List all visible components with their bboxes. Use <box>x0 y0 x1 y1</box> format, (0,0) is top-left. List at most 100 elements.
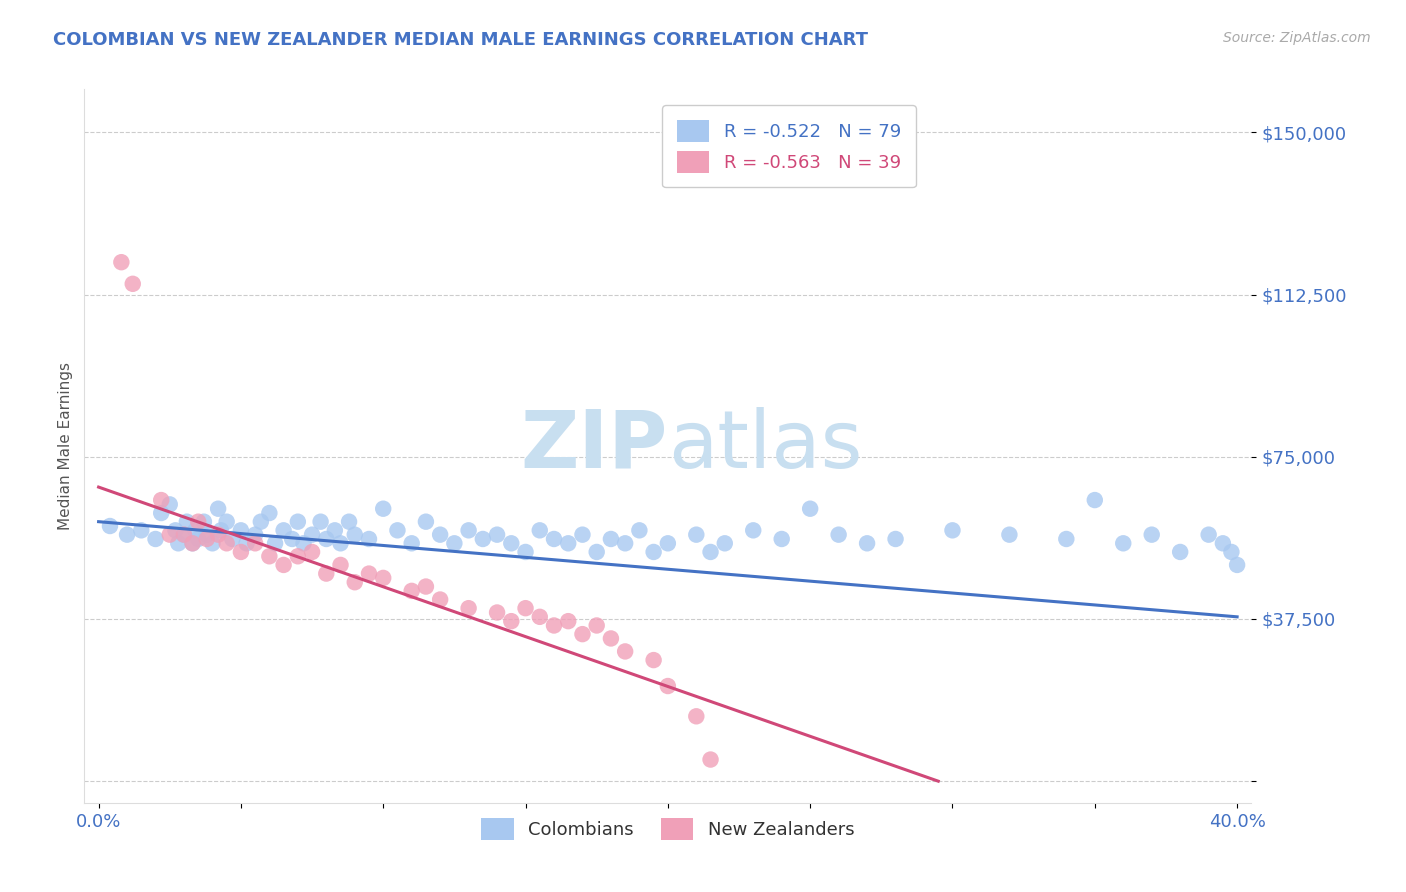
Point <box>329 536 352 550</box>
Point <box>309 515 332 529</box>
Point <box>181 536 204 550</box>
Point <box>221 532 243 546</box>
Point <box>770 532 793 546</box>
Point <box>343 575 366 590</box>
Point <box>181 536 204 550</box>
Point <box>259 549 281 564</box>
Point <box>129 524 152 538</box>
Point <box>150 493 173 508</box>
Point <box>543 618 565 632</box>
Point <box>600 532 623 546</box>
Point <box>167 536 190 550</box>
Point <box>401 583 423 598</box>
Point <box>571 627 593 641</box>
Point <box>415 580 437 594</box>
Text: ZIP: ZIP <box>520 407 668 485</box>
Point <box>685 709 707 723</box>
Point <box>159 527 181 541</box>
Point <box>264 536 287 550</box>
Point <box>287 515 309 529</box>
Point <box>998 527 1021 541</box>
Point <box>184 524 207 538</box>
Point <box>657 679 679 693</box>
Point <box>529 524 551 538</box>
Point <box>515 601 537 615</box>
Point <box>571 527 593 541</box>
Point <box>373 571 395 585</box>
Text: COLOMBIAN VS NEW ZEALANDER MEDIAN MALE EARNINGS CORRELATION CHART: COLOMBIAN VS NEW ZEALANDER MEDIAN MALE E… <box>53 31 869 49</box>
Point <box>357 532 380 546</box>
Point <box>1168 545 1191 559</box>
Point <box>209 524 232 538</box>
Point <box>301 527 323 541</box>
Point <box>387 524 409 538</box>
Point <box>827 527 849 541</box>
Point <box>323 524 346 538</box>
Point <box>235 536 257 550</box>
Point <box>195 527 218 541</box>
Point <box>357 566 380 581</box>
Point <box>585 618 607 632</box>
Point <box>486 527 509 541</box>
Point <box>471 532 494 546</box>
Point <box>614 644 637 658</box>
Point <box>1140 527 1163 541</box>
Point <box>557 536 579 550</box>
Point <box>229 524 252 538</box>
Point <box>529 610 551 624</box>
Point <box>315 532 337 546</box>
Point <box>742 524 765 538</box>
Point <box>281 532 304 546</box>
Point <box>941 524 963 538</box>
Point <box>585 545 607 559</box>
Point <box>643 653 665 667</box>
Point <box>229 545 252 559</box>
Point <box>1198 527 1220 541</box>
Point <box>343 527 366 541</box>
Point <box>501 536 523 550</box>
Point <box>337 515 360 529</box>
Point <box>884 532 907 546</box>
Point <box>1054 532 1077 546</box>
Point <box>429 527 451 541</box>
Point <box>159 497 181 511</box>
Point <box>1220 545 1243 559</box>
Point <box>457 524 479 538</box>
Point <box>110 255 132 269</box>
Text: Source: ZipAtlas.com: Source: ZipAtlas.com <box>1223 31 1371 45</box>
Point <box>443 536 465 550</box>
Point <box>515 545 537 559</box>
Point <box>699 753 721 767</box>
Point <box>98 519 121 533</box>
Point <box>614 536 637 550</box>
Point <box>176 515 198 529</box>
Point <box>457 601 479 615</box>
Point <box>1084 493 1107 508</box>
Point <box>165 524 187 538</box>
Point <box>215 515 238 529</box>
Point <box>195 532 218 546</box>
Point <box>856 536 879 550</box>
Point <box>401 536 423 550</box>
Point <box>145 532 167 546</box>
Point <box>215 536 238 550</box>
Point <box>315 566 337 581</box>
Point <box>273 558 295 572</box>
Point <box>699 545 721 559</box>
Point <box>187 532 209 546</box>
Point <box>486 606 509 620</box>
Point <box>259 506 281 520</box>
Point <box>243 527 266 541</box>
Point <box>543 532 565 546</box>
Point <box>201 536 224 550</box>
Point <box>501 614 523 628</box>
Point <box>115 527 138 541</box>
Point <box>685 527 707 541</box>
Text: atlas: atlas <box>668 407 862 485</box>
Point <box>628 524 651 538</box>
Point <box>287 549 309 564</box>
Point <box>121 277 143 291</box>
Point <box>373 501 395 516</box>
Point <box>301 545 323 559</box>
Point <box>1112 536 1135 550</box>
